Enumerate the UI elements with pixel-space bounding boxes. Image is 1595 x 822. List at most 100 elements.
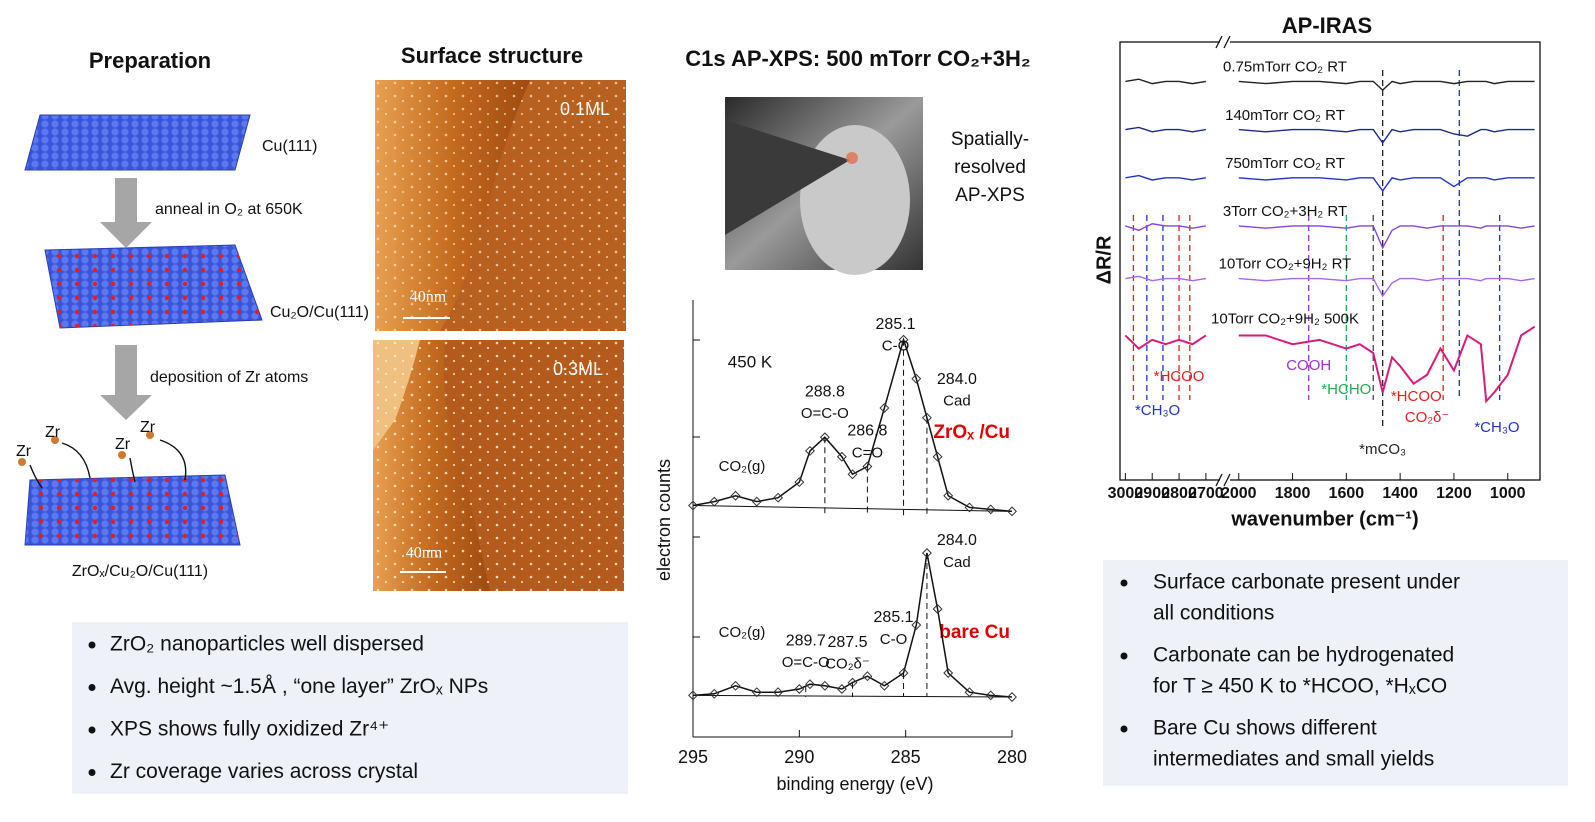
spectrum — [1238, 128, 1535, 144]
x-tick-label: 2000 — [1221, 485, 1257, 502]
data-point — [819, 432, 830, 443]
data-point — [836, 451, 847, 462]
annotation: *HCOO — [1154, 368, 1205, 385]
data-point — [943, 668, 954, 678]
coverage-label: 0.1ML — [560, 99, 610, 119]
data-point — [847, 469, 858, 480]
spectrum-label: 10Torr CO₂+9H₂ RT — [1219, 256, 1352, 273]
stm-image — [373, 340, 624, 591]
x-tick-label: 2900 — [1134, 485, 1170, 502]
series-label: bare Cu — [939, 622, 1010, 643]
annotation: CO₂δ⁻ — [1405, 409, 1450, 426]
x-tick-label: 1400 — [1382, 485, 1418, 502]
spectrum-label: 10Torr CO₂+9H₂ 500K — [1211, 310, 1359, 327]
bullet — [1120, 652, 1128, 660]
spectrum — [1238, 277, 1535, 298]
bullet — [88, 726, 96, 734]
peak-position: 289.7 — [786, 632, 826, 649]
data-point — [819, 680, 830, 691]
peak-assignment: C-O — [880, 631, 908, 648]
bullet — [88, 684, 96, 691]
coverage-label: 0.3ML — [553, 359, 603, 379]
annotation: *mCO₃ — [1359, 441, 1406, 458]
bullet — [88, 769, 96, 776]
y-axis-label: ΔR/R — [1093, 235, 1115, 284]
annotation: *HCOO — [1391, 388, 1442, 405]
scale-bar-label: 40nm — [410, 289, 447, 306]
spectrum — [1125, 78, 1207, 85]
peak-assignment: O=C-O — [782, 654, 830, 671]
data-point — [879, 680, 890, 691]
scale-bar-label: 40nm — [406, 545, 443, 562]
x-tick-label: 1200 — [1436, 485, 1472, 502]
data-point — [773, 687, 784, 698]
data-point — [911, 373, 922, 384]
peak-position: 286.8 — [847, 423, 887, 440]
caption: AP-XPS — [955, 185, 1025, 206]
bullet-text: ZrO₂ nanoparticles well dispersed — [110, 633, 424, 656]
peak-position: 284.0 — [937, 371, 977, 388]
bullet-text: Bare Cu shows different — [1153, 717, 1377, 740]
spectrum — [1125, 223, 1207, 232]
temperature: 450 K — [728, 352, 773, 371]
bullet — [88, 641, 96, 649]
data-point — [751, 687, 762, 698]
data-point — [730, 680, 741, 691]
data-point — [964, 502, 975, 513]
data-point — [911, 620, 922, 630]
spectrum — [1125, 174, 1207, 181]
data-point — [932, 451, 943, 462]
peak-position: 285.1 — [874, 609, 914, 626]
data-point — [836, 684, 847, 694]
bullet-text: Carbonate can be hydrogenated — [1153, 644, 1454, 667]
spectrum — [1125, 126, 1207, 133]
data-point — [773, 492, 784, 503]
annotation: *CH₃O — [1474, 419, 1519, 436]
annotation: COOH — [1286, 357, 1331, 374]
x-tick-label: 280 — [997, 747, 1027, 767]
annotation: *CH₃O — [1135, 402, 1180, 419]
annotation: CO₂(g) — [719, 458, 766, 475]
data-point — [805, 445, 815, 456]
atom-label: Zr — [45, 424, 61, 441]
structure-cu2o — [44, 244, 263, 329]
data-point — [847, 677, 858, 688]
label: ZrOₓ/Cu₂O/Cu(111) — [72, 563, 208, 580]
label: Cu(111) — [262, 138, 317, 155]
x-axis-label: binding energy (eV) — [776, 774, 933, 794]
iras-axes — [1119, 35, 1541, 487]
x-tick-label: 290 — [784, 747, 814, 767]
data-point — [898, 668, 909, 678]
spectrum — [1124, 334, 1207, 350]
peak-position: 285.1 — [876, 316, 916, 333]
panel-title: Surface structure — [401, 43, 583, 68]
spectrum-label: 0.75mTorr CO₂ RT — [1223, 59, 1347, 76]
caption: resolved — [954, 157, 1026, 178]
peak-assignment: Cad — [943, 393, 971, 410]
data-point — [1007, 506, 1017, 517]
data-point — [879, 403, 890, 413]
stm-image — [375, 80, 626, 331]
x-tick-label: 2800 — [1161, 485, 1197, 502]
data-point — [862, 461, 873, 472]
panel-title: C1s AP-XPS: 500 mTorr CO₂+3H₂ — [685, 46, 1030, 71]
data-point — [794, 684, 805, 694]
panel-title: AP-IRAS — [1282, 13, 1372, 38]
annotation: CO₂(g) — [719, 624, 766, 641]
bullet — [1120, 579, 1128, 587]
data-point — [921, 412, 932, 423]
data-point — [794, 477, 805, 488]
spectrum — [1238, 80, 1535, 92]
bullet-text: Zr coverage varies across crystal — [110, 760, 418, 783]
bullet-text: intermediates and small yields — [1153, 748, 1434, 771]
label: Cu₂O/Cu(111) — [270, 304, 369, 321]
baseline — [692, 505, 1013, 512]
data-point — [688, 690, 698, 701]
data-point — [932, 604, 943, 614]
bullet-box — [72, 622, 628, 794]
spectrum — [1238, 325, 1536, 404]
arrow — [100, 178, 152, 248]
bullet-text: Surface carbonate present under — [1153, 571, 1460, 594]
peak-position: 287.5 — [827, 634, 867, 651]
